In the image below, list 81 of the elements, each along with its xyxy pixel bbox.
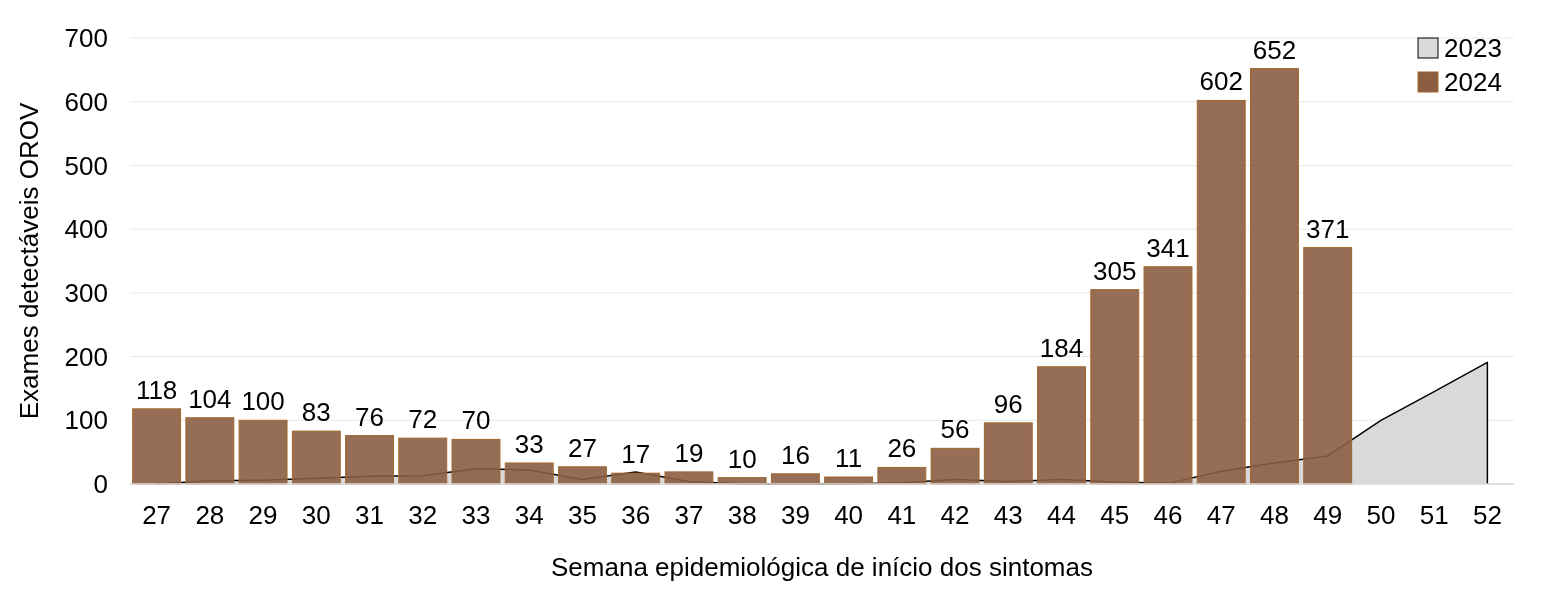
bar — [1303, 247, 1353, 485]
data-label: 602 — [1199, 66, 1243, 97]
data-label: 33 — [514, 428, 544, 459]
data-label: 83 — [301, 397, 331, 428]
data-label: 11 — [835, 442, 863, 473]
x-tick-label: 47 — [1206, 500, 1236, 530]
x-tick-label: 50 — [1366, 500, 1396, 530]
data-label: 19 — [674, 437, 704, 468]
x-tick-label: 41 — [887, 500, 917, 530]
x-tick-label: 46 — [1153, 500, 1183, 530]
x-tick-label: 39 — [780, 500, 810, 530]
y-axis-title: Exames detectáveis OROV — [14, 102, 44, 420]
data-label: 27 — [568, 432, 597, 463]
data-label: 100 — [241, 386, 285, 417]
x-tick-label: 43 — [993, 500, 1023, 530]
bar — [398, 437, 448, 485]
x-tick-label: 49 — [1313, 500, 1343, 530]
bar — [1196, 99, 1246, 485]
data-label: 76 — [355, 401, 384, 432]
y-tick-label: 0 — [93, 469, 108, 500]
data-label: 341 — [1146, 232, 1190, 263]
data-label: 184 — [1039, 332, 1084, 363]
x-axis-title: Semana epidemiológica de início dos sintomas — [551, 552, 1093, 582]
x-tick-label: 36 — [621, 500, 651, 530]
data-label: 70 — [461, 405, 491, 436]
x-tick-label: 44 — [1047, 500, 1076, 530]
legend-label: 2024 — [1444, 67, 1502, 98]
x-tick-label: 27 — [142, 500, 172, 530]
x-tick-label: 51 — [1419, 500, 1449, 530]
bar — [1250, 68, 1299, 485]
bar — [291, 430, 341, 485]
data-label: 118 — [135, 374, 178, 405]
bar — [504, 462, 554, 485]
x-tick-label: 38 — [727, 500, 757, 530]
x-tick-label: 31 — [355, 500, 384, 530]
x-tick-label: 52 — [1472, 500, 1502, 530]
data-label: 96 — [993, 388, 1023, 419]
data-label: 652 — [1252, 34, 1297, 65]
x-tick-label: 34 — [514, 500, 544, 530]
bar — [770, 473, 820, 485]
bar — [345, 435, 394, 485]
y-tick-label: 700 — [64, 23, 108, 54]
y-tick-label: 200 — [64, 341, 108, 372]
data-label: 56 — [940, 414, 970, 445]
x-tick-label: 48 — [1260, 500, 1289, 530]
bar — [1143, 266, 1193, 485]
x-tick-label: 35 — [568, 500, 597, 530]
bar — [185, 417, 235, 485]
bar — [558, 466, 607, 485]
bar — [1037, 366, 1086, 485]
data-label: 26 — [887, 433, 917, 464]
x-tick-label: 33 — [461, 500, 491, 530]
y-tick-label: 400 — [64, 214, 108, 245]
x-tick-label: 32 — [408, 500, 438, 530]
bar — [983, 422, 1033, 485]
y-tick-label: 500 — [64, 150, 108, 181]
bar — [1090, 289, 1140, 485]
data-label: 16 — [780, 439, 810, 470]
bar — [877, 466, 927, 485]
x-tick-label: 42 — [940, 500, 970, 530]
bar — [451, 438, 501, 485]
bar — [238, 419, 288, 485]
data-label: 104 — [188, 383, 232, 414]
data-label: 10 — [727, 443, 757, 474]
legend-label: 2023 — [1444, 33, 1502, 64]
x-tick-label: 29 — [248, 500, 278, 530]
data-label: 371 — [1306, 213, 1350, 244]
y-tick-label: 100 — [64, 405, 108, 436]
data-label: 72 — [408, 404, 438, 435]
y-tick-label: 300 — [64, 277, 108, 308]
y-tick-label: 600 — [64, 86, 108, 117]
data-label: 17 — [621, 439, 651, 470]
x-tick-label: 40 — [834, 500, 864, 530]
x-tick-label: 37 — [674, 500, 704, 530]
bar — [132, 408, 182, 485]
x-tick-label: 28 — [195, 500, 225, 530]
data-label: 305 — [1093, 255, 1137, 286]
x-tick-label: 45 — [1100, 500, 1130, 530]
bar — [930, 447, 980, 485]
bar — [664, 471, 714, 485]
x-tick-label: 30 — [301, 500, 331, 530]
